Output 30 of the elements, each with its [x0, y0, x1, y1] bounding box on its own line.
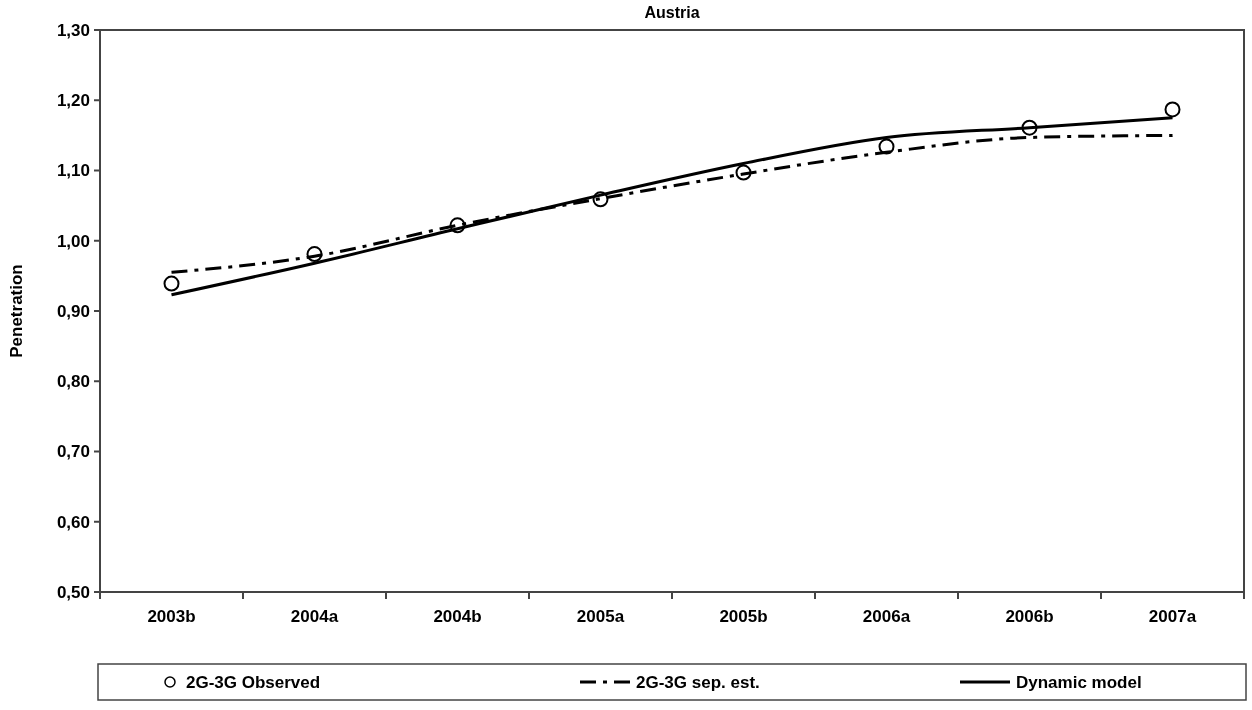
y-tick-label: 0,60 [56, 512, 90, 532]
y-axis-title: Penetration [7, 264, 26, 358]
x-tick-label: 2004b [433, 607, 482, 626]
y-tick-label: 1,10 [56, 161, 90, 181]
x-tick-label: 2005b [719, 607, 768, 626]
x-tick-label: 2006b [1005, 607, 1054, 626]
point [592, 191, 609, 208]
point [735, 164, 752, 181]
legend-label: Dynamic model [1016, 672, 1142, 692]
y-tick-label: 1,30 [56, 20, 90, 40]
y-tick-label: 0,70 [56, 442, 90, 462]
y-tick-label: 0,50 [56, 582, 90, 602]
point [163, 275, 180, 292]
x-tick-label: 2005a [576, 607, 625, 626]
point [878, 138, 895, 155]
y-tick-label: 0,90 [56, 301, 90, 321]
x-tick-label: 2003b [147, 607, 196, 626]
x-tick-label: 2006a [862, 607, 911, 626]
legend-label: 2G-3G Observed [186, 672, 321, 692]
y-tick-label: 1,20 [56, 91, 90, 111]
x-tick-label: 2007a [1148, 607, 1197, 626]
legend-label: 2G-3G sep. est. [636, 672, 760, 692]
chart-title: Austria [644, 4, 700, 21]
point [449, 217, 466, 234]
y-tick-label: 1,00 [56, 231, 90, 251]
point [1164, 101, 1181, 118]
y-tick-label: 0,80 [56, 372, 90, 392]
x-tick-label: 2004a [290, 607, 339, 626]
point [306, 246, 323, 263]
point [1021, 119, 1038, 136]
